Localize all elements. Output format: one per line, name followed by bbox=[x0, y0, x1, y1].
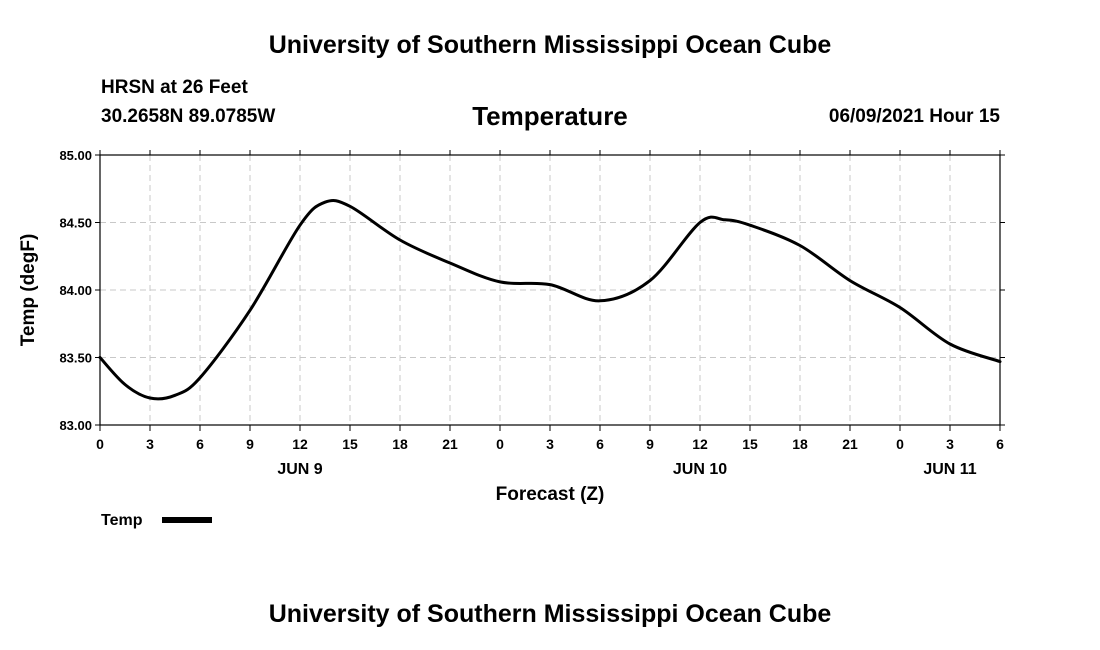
legend-label-temp: Temp bbox=[101, 512, 143, 529]
x-tick-label: 9 bbox=[646, 436, 654, 452]
forecast-timestamp: 06/09/2021 Hour 15 bbox=[828, 106, 1000, 127]
legend: Temp bbox=[101, 512, 212, 529]
date-label: JUN 10 bbox=[673, 461, 727, 478]
x-tick-label: 21 bbox=[842, 436, 858, 452]
grid-lines bbox=[100, 155, 1000, 425]
x-tick-label: 18 bbox=[392, 436, 408, 452]
parameter-title: Temperature bbox=[472, 101, 628, 131]
x-tick-label: 3 bbox=[946, 436, 954, 452]
station-name: HRSN at 26 Feet bbox=[101, 77, 248, 98]
x-tick-label: 15 bbox=[742, 436, 758, 452]
y-axis-label: Temp (degF) bbox=[18, 234, 39, 347]
x-axis: 0 3 6 9 12 15 18 21 0 3 6 9 12 15 18 21 0 3 6 JUN 9 JUN 10 JU… bbox=[96, 150, 1004, 478]
x-tick-label: 3 bbox=[146, 436, 154, 452]
x-tick-label: 6 bbox=[196, 436, 204, 452]
x-tick-label: 15 bbox=[342, 436, 358, 452]
y-axis: 83.00 83.50 84.00 84.50 85.00 bbox=[59, 148, 1005, 433]
y-tick-label: 83.50 bbox=[59, 351, 92, 366]
header-title: University of Southern Mississippi Ocean… bbox=[268, 31, 832, 59]
station-coordinates: 30.2658N 89.0785W bbox=[101, 106, 276, 127]
x-tick-label: 6 bbox=[596, 436, 604, 452]
series-line-temp bbox=[98, 198, 1002, 401]
footer-title: University of Southern Mississippi Ocean… bbox=[268, 600, 832, 628]
date-label: JUN 11 bbox=[923, 461, 976, 478]
x-tick-label: 0 bbox=[96, 436, 104, 452]
y-tick-label: 83.00 bbox=[59, 418, 92, 433]
y-tick-label: 84.50 bbox=[59, 216, 92, 231]
x-tick-label: 18 bbox=[792, 436, 808, 452]
y-tick-label: 85.00 bbox=[59, 148, 92, 163]
date-label: JUN 9 bbox=[277, 461, 322, 478]
x-tick-label: 6 bbox=[996, 436, 1004, 452]
x-tick-label: 12 bbox=[292, 436, 308, 452]
x-tick-label: 3 bbox=[546, 436, 554, 452]
x-tick-label: 12 bbox=[692, 436, 708, 452]
x-tick-label: 0 bbox=[496, 436, 504, 452]
x-tick-label: 9 bbox=[246, 436, 254, 452]
plot-frame bbox=[99, 154, 1001, 426]
x-tick-label: 0 bbox=[896, 436, 904, 452]
x-axis-label: Forecast (Z) bbox=[496, 484, 605, 505]
y-tick-label: 84.00 bbox=[59, 283, 92, 298]
x-tick-label: 21 bbox=[442, 436, 458, 452]
